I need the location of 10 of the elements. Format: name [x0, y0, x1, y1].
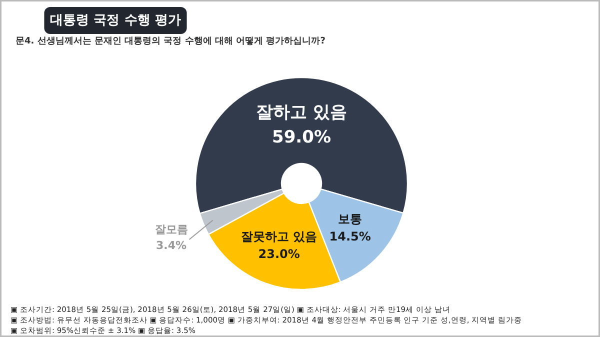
chart-subtitle: 문4. 선생님께서는 문재인 대통령의 국정 수행에 대해 어떻게 평가하십니까? [16, 36, 326, 46]
data-label: 59.0% [272, 128, 331, 148]
slice-label: 잘하고 있음 [256, 102, 347, 123]
data-label: 23.0% [258, 247, 300, 262]
data-label: 14.5% [329, 230, 371, 244]
slice-label: 잘못하고 있음 [241, 230, 318, 244]
slice-label: 보통 [338, 212, 362, 226]
data-label: 3.4% [156, 238, 187, 252]
slice-label: 잘모름 [154, 223, 188, 236]
chart-title: 대통령 국정 수행 평가 [50, 13, 181, 28]
